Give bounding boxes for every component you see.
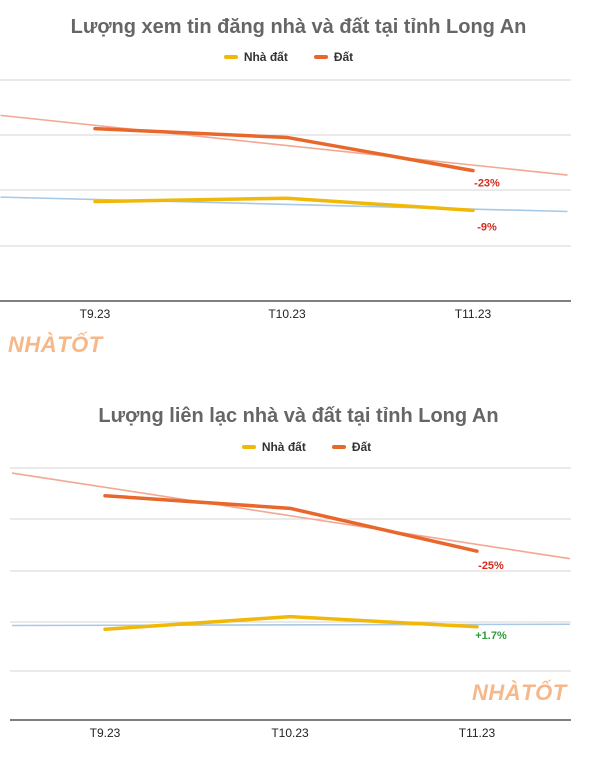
x-tick-label: T10.23 — [268, 307, 306, 321]
data-label-dat: -25% — [478, 560, 504, 572]
trendline-dat — [11, 472, 571, 560]
legend-label-nha-dat: Nhà đất — [243, 50, 288, 64]
data-label-nha-dat: -9% — [477, 221, 497, 233]
series-line-nha-dat — [93, 196, 475, 213]
series-line-dat — [103, 493, 479, 553]
legend-swatch-dat — [313, 55, 328, 59]
chart-2-plot: +1.7% -25% T9.23 T10.23 T11.23 — [10, 467, 571, 740]
x-tick-label: T10.23 — [271, 726, 309, 740]
legend-item-dat: Đất — [331, 440, 372, 454]
nhatot-watermark-logo: NHÀTỐT — [472, 680, 567, 705]
data-label-nha-dat: +1.7% — [475, 630, 507, 642]
chart-2-legend: Nhà đất Đất — [8, 440, 597, 454]
series-line-nha-dat — [103, 614, 479, 632]
nhatot-watermark-logo: NHÀTỐT — [8, 332, 103, 357]
trendline-dat — [0, 114, 568, 176]
x-tick-label: T9.23 — [80, 307, 111, 321]
chart-1-legend: Nhà đất Đất — [0, 50, 587, 64]
series-line-dat — [93, 126, 475, 173]
x-tick-label: T9.23 — [90, 726, 121, 740]
chart-1-plot: -9% -23% T9.23 T10.23 T11.23 — [0, 79, 571, 321]
legend-swatch-nha-dat — [223, 55, 238, 59]
legend-label-dat: Đất — [351, 440, 372, 454]
x-tick-label: T11.23 — [455, 307, 492, 321]
legend-item-dat: Đất — [313, 50, 354, 64]
legend-swatch-nha-dat — [241, 445, 256, 449]
chart-1-title: Lượng xem tin đăng nhà và đất tại tỉnh L… — [70, 16, 527, 38]
legend-item-nha-dat: Nhà đất — [241, 440, 306, 454]
legend-item-nha-dat: Nhà đất — [223, 50, 288, 64]
legend-swatch-dat — [331, 445, 346, 449]
trendline-nha-dat — [11, 623, 571, 627]
x-tick-label: T11.23 — [459, 726, 496, 740]
data-label-dat: -23% — [474, 178, 500, 190]
legend-label-nha-dat: Nhà đất — [261, 440, 306, 454]
chart-2-title: Lượng liên lạc nhà và đất tại tỉnh Long … — [98, 405, 499, 427]
legend-label-dat: Đất — [333, 50, 354, 64]
